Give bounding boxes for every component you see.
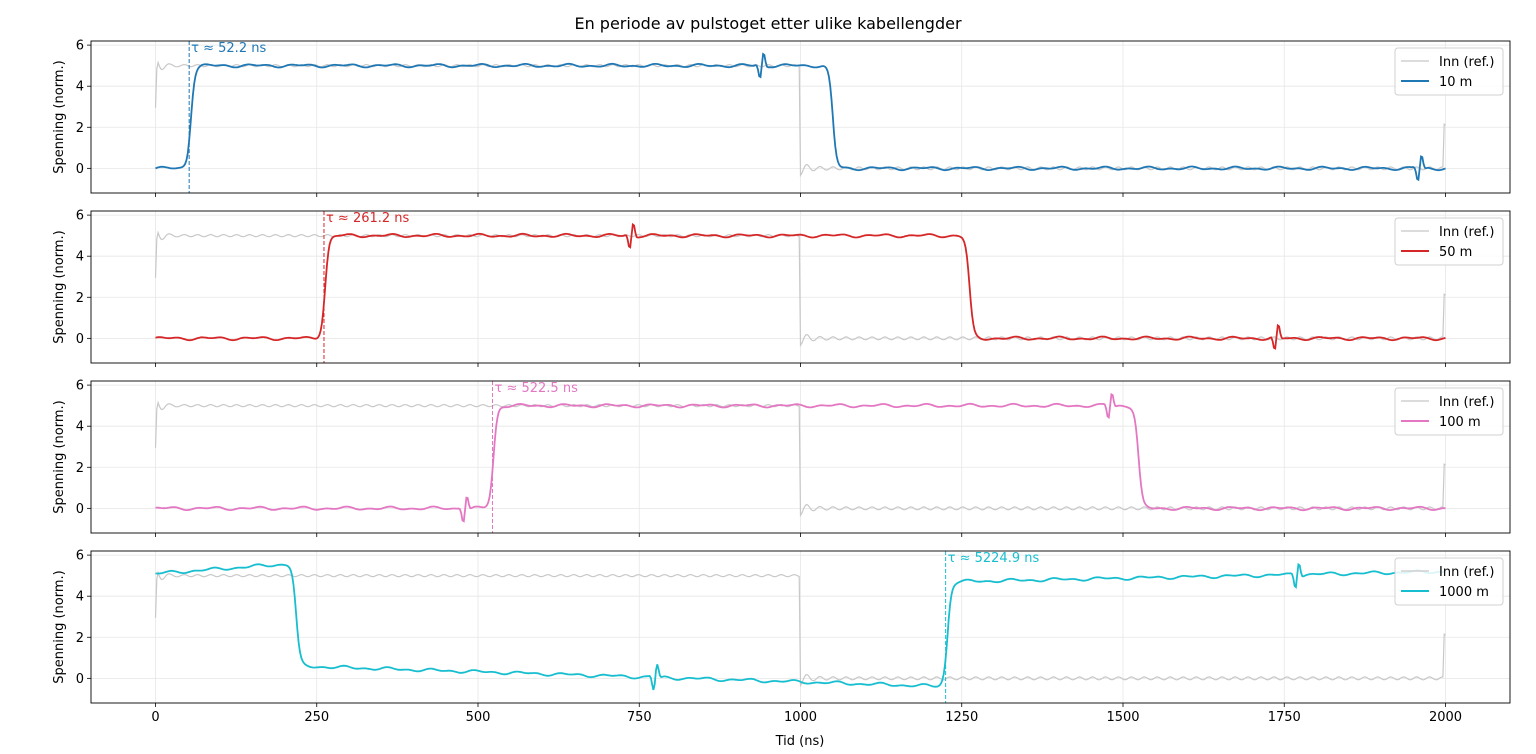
panel-4: 0 2 4 6 0 250 500 750 1000 1250 1500 1750 2000 τ ≈ 52… (52, 549, 1511, 725)
y-axis-label: Spenning (norm.) (52, 60, 67, 173)
legend: Inn (ref.) 100 m (1394, 387, 1504, 436)
y-tick-label: 2 (76, 121, 84, 136)
y-tick-label: 4 (76, 250, 84, 265)
legend-label-series: 100 m (1439, 415, 1481, 430)
y-tick-label: 6 (76, 379, 84, 394)
legend-box (1394, 217, 1504, 266)
y-tick-label: 0 (76, 332, 84, 347)
x-tick-label: 0 (151, 710, 159, 725)
x-tick-label: 1250 (945, 710, 978, 725)
x-tick-label: 500 (466, 710, 491, 725)
legend-box (1394, 557, 1504, 606)
y-tick-label: 4 (76, 80, 84, 95)
y-tick-label: 0 (76, 672, 84, 687)
panel-1: 0 2 4 6 τ ≈ 52.2 ns Spenning (norm.) Inn (ref.… (52, 39, 1511, 197)
y-axis-label: Spenning (norm.) (52, 400, 67, 513)
legend-box (1394, 47, 1504, 96)
y-tick-label: 2 (76, 461, 84, 476)
legend-label-reference: Inn (ref.) (1439, 225, 1494, 240)
y-tick-label: 4 (76, 590, 84, 605)
x-tick-label: 1500 (1106, 710, 1139, 725)
panel-2: 0 2 4 6 τ ≈ 261.2 ns Spenning (norm.) Inn (ref… (52, 209, 1511, 367)
legend-label-series: 1000 m (1439, 585, 1489, 600)
legend-label-reference: Inn (ref.) (1439, 55, 1494, 70)
legend-box (1394, 387, 1504, 436)
y-tick-label: 6 (76, 39, 84, 54)
reference-line (154, 570, 1446, 688)
x-tick-label: 2000 (1429, 710, 1462, 725)
x-tick-label: 250 (304, 710, 329, 725)
y-tick-label: 0 (76, 162, 84, 177)
x-tick-label: 1000 (784, 710, 817, 725)
y-tick-label: 6 (76, 549, 84, 564)
legend-label-series: 10 m (1439, 75, 1472, 90)
axes-frame (90, 40, 1511, 194)
series-line (155, 52, 1446, 182)
chart-panels: 0 2 4 6 τ ≈ 52.2 ns Spenning (norm.) Inn (ref.… (52, 39, 1511, 725)
delay-annotation: τ ≈ 261.2 ns (326, 211, 410, 226)
series-line (155, 562, 1446, 691)
legend-label-reference: Inn (ref.) (1439, 395, 1494, 410)
y-tick-label: 2 (76, 291, 84, 306)
y-tick-label: 0 (76, 502, 84, 517)
delay-annotation: τ ≈ 52.2 ns (191, 41, 266, 56)
legend: Inn (ref.) 10 m (1394, 47, 1504, 96)
reference-line (154, 400, 1446, 518)
series-line (155, 392, 1446, 523)
delay-annotation: τ ≈ 522.5 ns (495, 381, 579, 396)
x-tick-label: 1750 (1268, 710, 1301, 725)
x-axis-label: Tid (ns) (775, 734, 825, 749)
legend-label-reference: Inn (ref.) (1439, 565, 1494, 580)
axes-frame (90, 380, 1511, 534)
y-axis-label: Spenning (norm.) (52, 230, 67, 343)
panel-3: 0 2 4 6 τ ≈ 522.5 ns Spenning (norm.) Inn (ref… (52, 379, 1511, 537)
y-axis-label: Spenning (norm.) (52, 570, 67, 683)
y-tick-label: 4 (76, 420, 84, 435)
legend-label-series: 50 m (1439, 245, 1472, 260)
y-tick-label: 6 (76, 209, 84, 224)
chart-title: En periode av pulstoget etter ulike kabe… (574, 14, 961, 33)
axes-frame (90, 210, 1511, 364)
delay-annotation: τ ≈ 5224.9 ns (948, 551, 1040, 566)
axes-frame (90, 550, 1511, 704)
y-tick-label: 2 (76, 631, 84, 646)
series-line (155, 222, 1446, 350)
x-tick-label: 750 (627, 710, 652, 725)
legend: Inn (ref.) 1000 m (1394, 557, 1504, 606)
legend: Inn (ref.) 50 m (1394, 217, 1504, 266)
